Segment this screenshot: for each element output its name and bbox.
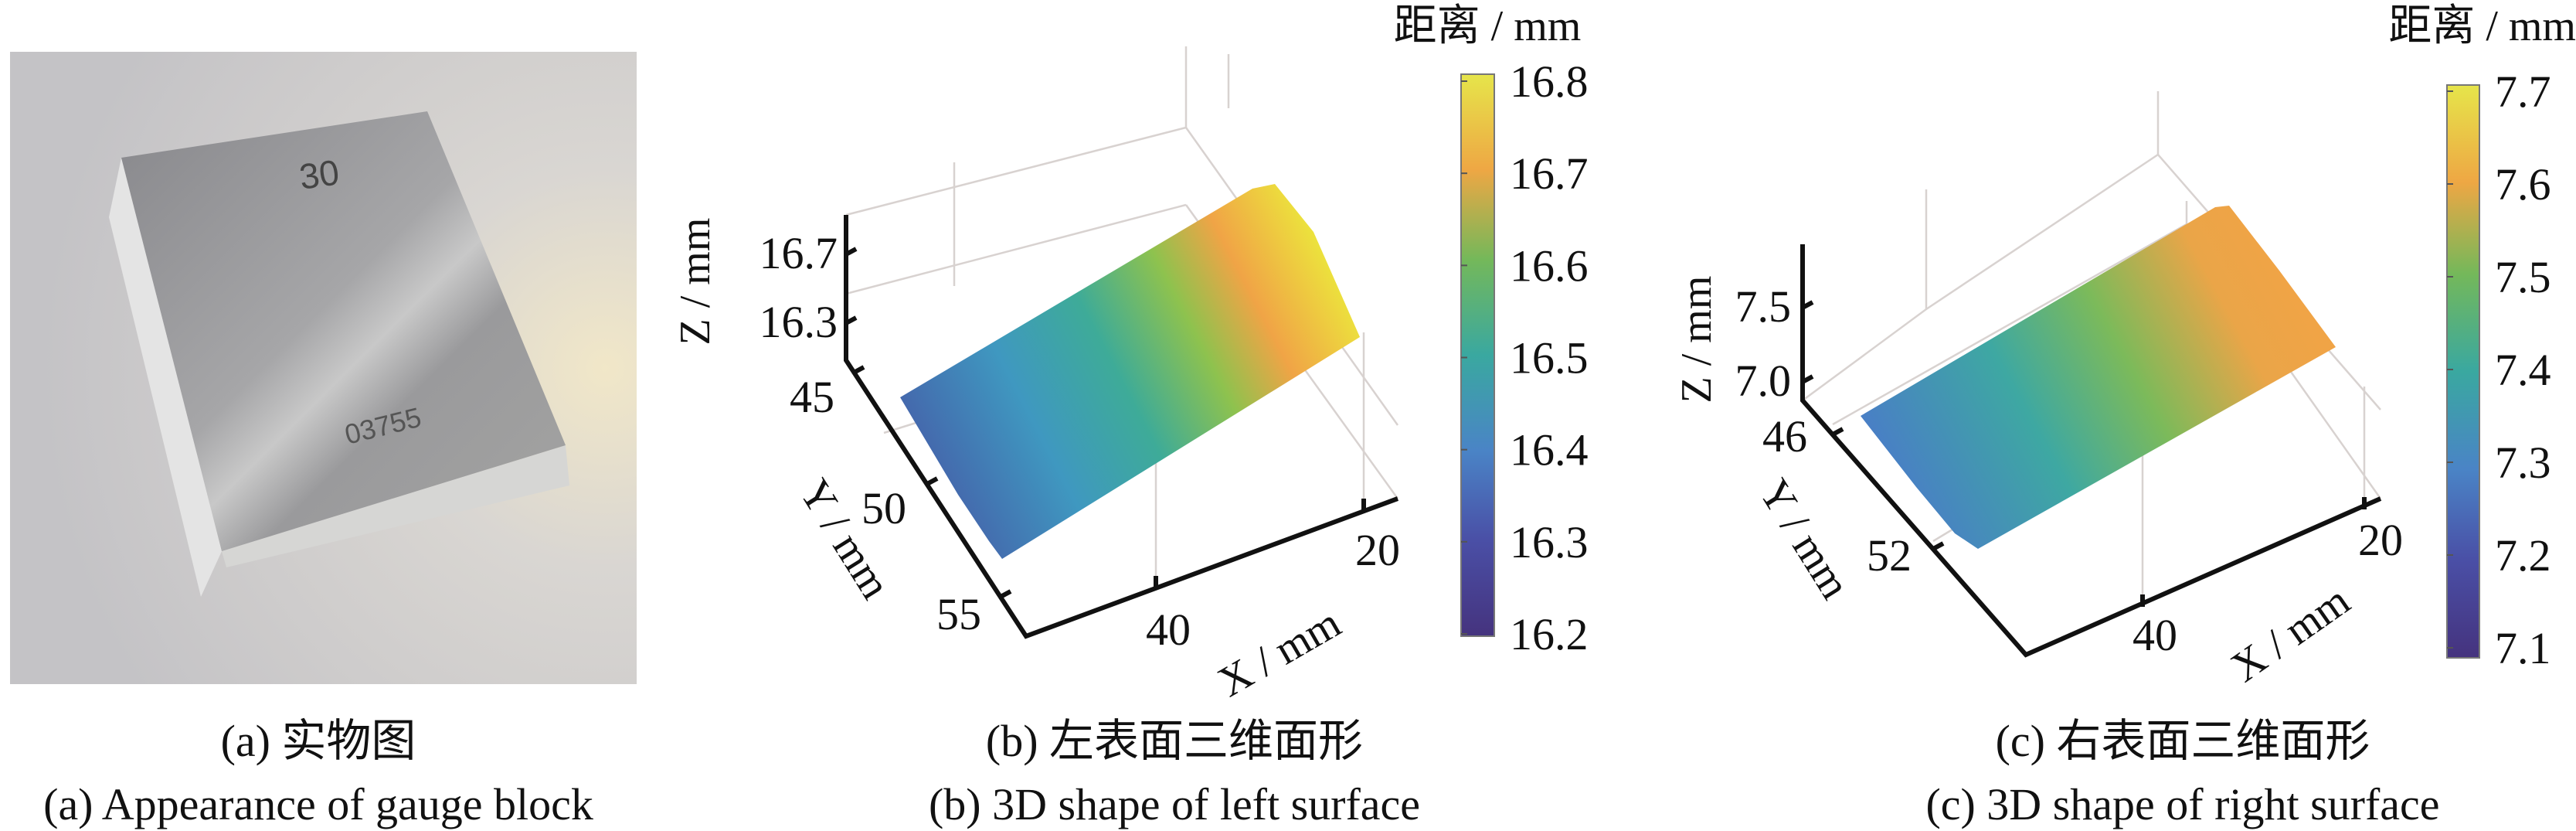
axes-lines [1800, 244, 2382, 658]
colorbar-tick-label: 7.2 [2495, 530, 2551, 581]
x-axis-label: X / mm [1210, 599, 1348, 707]
z-tick [845, 247, 858, 257]
plot-left-surface: 16.7 16.3 45 50 55 40 20 Z / mm Y / mm X… [671, 2, 1589, 707]
x-tick-label: 40 [1146, 605, 1191, 655]
colorbar-right: 7.1 7.2 7.3 7.4 7.5 7.6 7.7 [2446, 66, 2551, 673]
y-tick-label: 52 [1867, 530, 1912, 581]
surface-right [1861, 206, 2336, 549]
colorbar-tick-label: 16.4 [1510, 425, 1589, 475]
z-tick [1801, 374, 1814, 384]
colorbar-tick-label: 7.1 [2495, 623, 2551, 673]
colorbar-tick-label: 7.3 [2495, 438, 2551, 488]
caption-b-cn: (b) 左表面三维面形 [986, 716, 1363, 766]
y-tick-label: 55 [936, 589, 981, 639]
y-tick [999, 589, 1012, 599]
block-left-face [109, 158, 222, 597]
surface-left [900, 184, 1360, 559]
caption-a-en: (a) Appearance of gauge block [43, 779, 593, 829]
gauge-block-photo: 30 03755 [10, 52, 637, 684]
block-marking-size: 30 [297, 152, 342, 197]
x-tick-label: 20 [1355, 525, 1400, 575]
z-tick [1801, 300, 1814, 310]
colorbar-tick-label: 7.6 [2495, 159, 2551, 209]
z-axis-label: Z / mm [1673, 276, 1721, 404]
x-tick-label: 40 [2133, 610, 2177, 660]
colorbar-tick-label: 16.7 [1510, 148, 1589, 199]
caption-c-cn: (c) 右表面三维面形 [1996, 716, 2370, 766]
y-tick-label: 46 [1762, 411, 1807, 461]
colorbar-title: 距离 / mm [1394, 2, 1582, 50]
caption-c-en: (c) 3D shape of right surface [1925, 779, 2439, 829]
y-tick [1932, 541, 1945, 551]
block-top-face [121, 111, 566, 551]
z-tick [845, 315, 858, 325]
colorbar-tick-label: 16.2 [1510, 609, 1589, 659]
colorbar-tick-label: 16.6 [1510, 240, 1589, 291]
z-tick-label: 16.3 [760, 297, 838, 347]
colorbar-title: 距离 / mm [2388, 2, 2576, 50]
y-axis-label: Y / mm [1749, 471, 1859, 607]
plot-right-surface: 7.5 7.0 46 52 40 20 Z / mm Y / mm X / mm… [1673, 2, 2576, 692]
colorbar-tick-label: 16.3 [1510, 517, 1589, 567]
y-tick-label: 50 [861, 483, 906, 533]
colorbar-tick-label: 7.4 [2495, 345, 2551, 395]
z-tick-label: 16.7 [760, 228, 838, 278]
y-tick [926, 476, 939, 486]
colorbar-tick-label: 7.7 [2495, 66, 2551, 117]
z-tick-label: 7.5 [1735, 281, 1792, 332]
colorbar-tick-label: 7.5 [2495, 252, 2551, 302]
block-front-face [222, 445, 569, 567]
x-axis-label: X / mm [2223, 577, 2359, 692]
axes-lines [844, 215, 1399, 639]
x-tick-label: 20 [2358, 515, 2403, 565]
colorbar-tick-label: 16.5 [1510, 333, 1589, 383]
z-axis-label: Z / mm [671, 218, 719, 346]
y-tick-label: 45 [790, 372, 834, 422]
colorbar-left: 16.2 16.3 16.4 16.5 16.6 16.7 16.8 [1460, 56, 1589, 659]
y-tick [1831, 427, 1844, 437]
colorbar-tick-label: 16.8 [1510, 56, 1589, 107]
y-tick [852, 365, 865, 375]
caption-a-cn: (a) 实物图 [221, 716, 416, 766]
z-tick-label: 7.0 [1735, 356, 1792, 406]
caption-b-en: (b) 3D shape of left surface [929, 779, 1420, 829]
